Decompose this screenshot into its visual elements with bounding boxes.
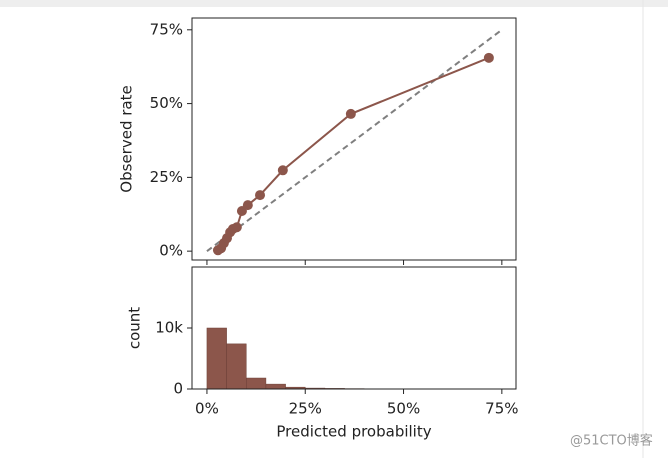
x-tick-label: 0% bbox=[195, 400, 219, 418]
y-axis-label: count bbox=[126, 307, 144, 349]
histogram-bar bbox=[246, 377, 267, 390]
x-tick-label: 50% bbox=[387, 400, 420, 418]
data-point bbox=[231, 222, 242, 233]
x-tick-label: 25% bbox=[289, 400, 322, 418]
watermark: @51CTO博客 bbox=[570, 433, 653, 449]
y-tick-label: 50% bbox=[150, 94, 183, 112]
y-tick-label: 0 bbox=[173, 380, 183, 398]
x-axis-label: Predicted probability bbox=[276, 423, 431, 441]
data-point bbox=[242, 200, 253, 211]
axes-frame bbox=[191, 266, 517, 390]
top-strip bbox=[0, 0, 668, 7]
y-axis-label: Observed rate bbox=[118, 85, 136, 192]
y-tick-label: 25% bbox=[150, 168, 183, 186]
data-line bbox=[217, 56, 490, 252]
y-tick-label: 10k bbox=[155, 319, 183, 337]
reference-line bbox=[206, 29, 503, 252]
histogram-bar bbox=[206, 327, 227, 390]
data-point bbox=[255, 190, 266, 201]
histogram-bar bbox=[265, 383, 286, 390]
histogram-bar bbox=[226, 343, 247, 390]
axes-frame bbox=[191, 17, 517, 261]
y-tick-label: 75% bbox=[150, 20, 183, 38]
data-point bbox=[277, 165, 288, 176]
x-tick-label: 75% bbox=[485, 400, 518, 418]
data-point bbox=[483, 52, 494, 63]
y-tick-label: 0% bbox=[159, 242, 183, 260]
data-point bbox=[345, 108, 356, 119]
